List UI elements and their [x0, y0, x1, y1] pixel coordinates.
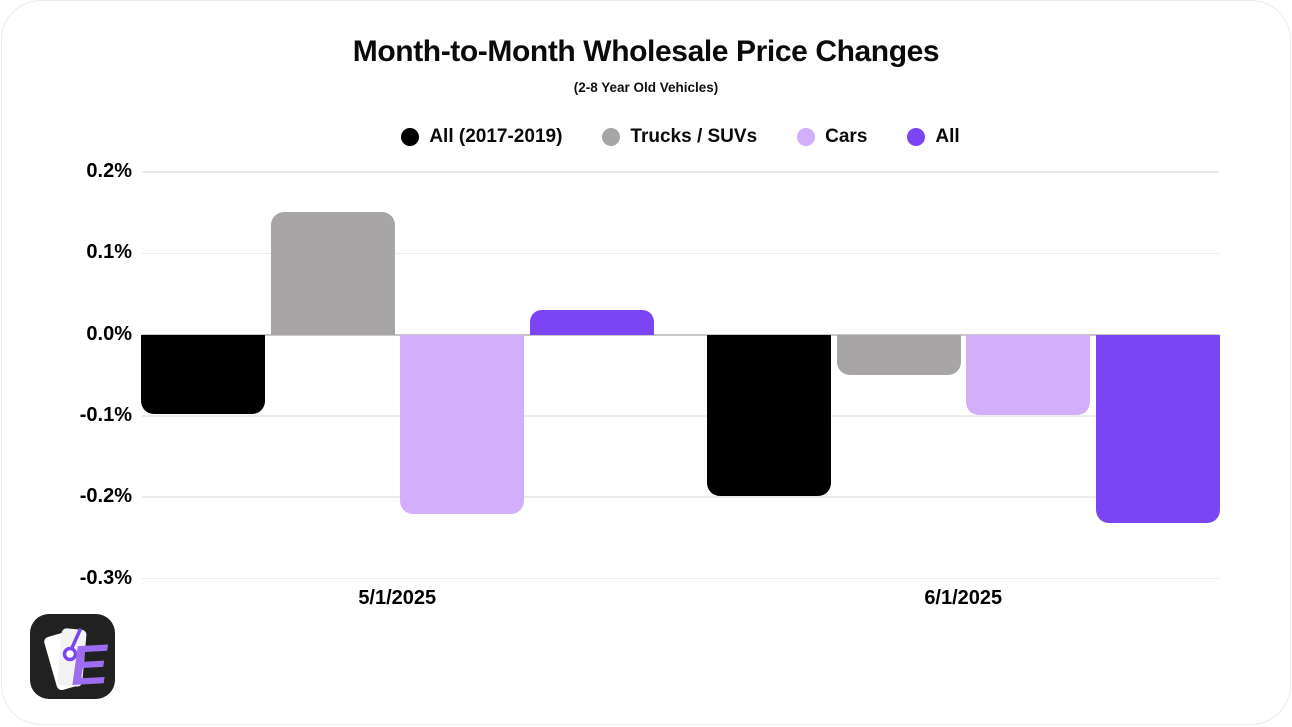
y-axis-tick-label: 0.0% [86, 322, 132, 345]
legend-dot-icon [907, 128, 926, 146]
bar-all-5-1-2025[interactable] [529, 310, 654, 335]
y-axis-tick-label: -0.2% [79, 485, 132, 508]
legend-item-cars[interactable]: Cars [797, 126, 867, 148]
legend: All (2017-2019) Trucks / SUVs Cars All [142, 121, 1219, 153]
zero-gridline [142, 333, 1219, 336]
bar-trucks-suvs-6-1-2025[interactable] [836, 334, 961, 376]
y-axis-tick-label: 0.1% [86, 241, 132, 264]
legend-label: Cars [825, 126, 868, 147]
logo-icon: E [30, 614, 115, 699]
y-axis-tick-label: 0.2% [86, 160, 132, 182]
bar-all-6-1-2025[interactable] [1095, 334, 1220, 524]
y-axis-tick-label: -0.3% [79, 566, 132, 589]
gridline [142, 252, 1219, 255]
legend-label: All [935, 126, 960, 147]
bar-cars-5-1-2025[interactable] [400, 334, 524, 515]
legend-item-trucks-suvs[interactable]: Trucks / SUVs [602, 126, 757, 148]
bar-trucks-suvs-5-1-2025[interactable] [270, 211, 395, 335]
legend-item-all[interactable]: All [907, 126, 960, 148]
bar-all-2017-2019-6-1-2025[interactable] [707, 334, 831, 497]
chart-subtitle: (2-8 Year Old Vehicles) [573, 80, 719, 95]
legend-dot-icon [797, 128, 816, 146]
legend-label: Trucks / SUVs [630, 126, 758, 147]
svg-text:E: E [69, 632, 111, 697]
gridline [142, 577, 1219, 580]
legend-dot-icon [401, 128, 420, 146]
gridline [142, 496, 1219, 498]
gridline [142, 171, 1219, 173]
x-axis-label-5-1-2025: 5/1/2025 [358, 587, 437, 609]
y-axis-tick-label: -0.1% [79, 403, 132, 426]
legend-label: All (2017-2019) [429, 126, 563, 147]
chart-title: Month-to-Month Wholesale Price Changes [352, 35, 940, 68]
bar-all-2017-2019-5-1-2025[interactable] [141, 334, 265, 415]
legend-dot-icon [602, 128, 621, 146]
bar-cars-6-1-2025[interactable] [966, 334, 1090, 416]
legend-item-all-2017-2019[interactable]: All (2017-2019) [401, 126, 562, 148]
x-axis-label-6-1-2025: 6/1/2025 [924, 587, 1003, 609]
app-logo: E [30, 614, 115, 699]
gridline [142, 415, 1219, 417]
